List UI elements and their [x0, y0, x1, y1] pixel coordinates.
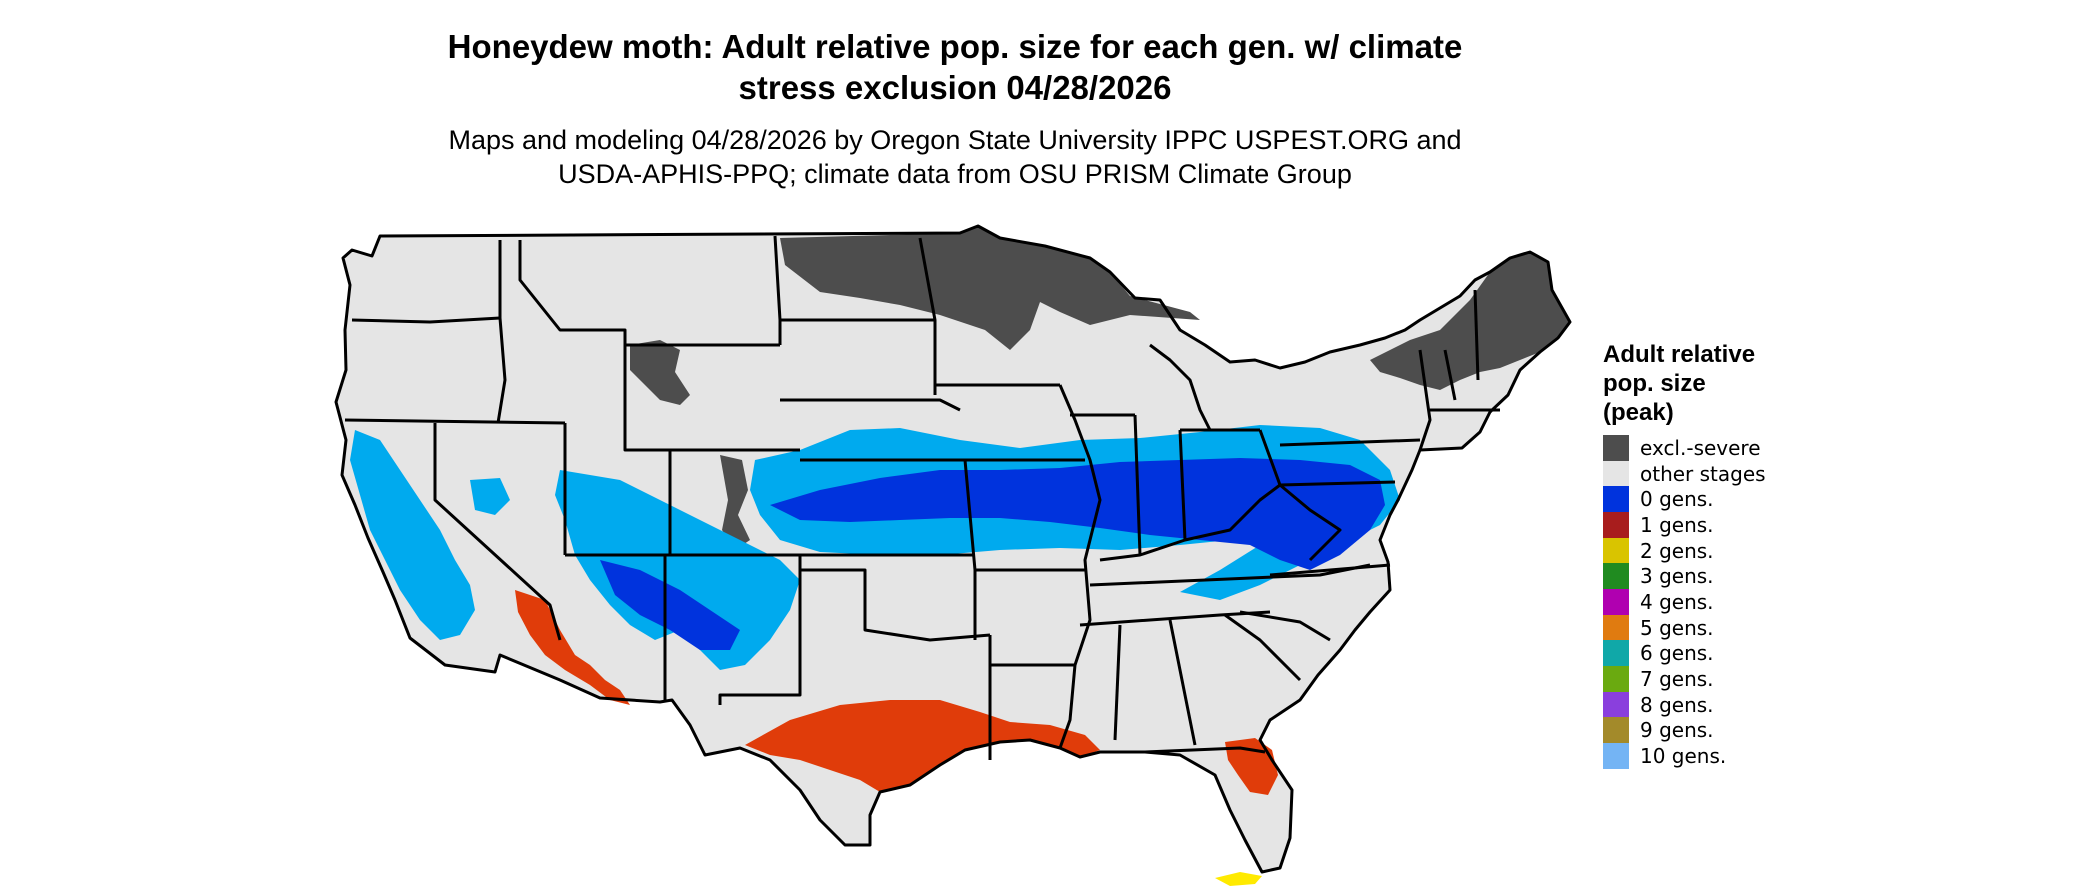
legend-label: 8 gens. — [1640, 692, 1714, 717]
border-dakotas-mn — [918, 237, 937, 395]
legend-label: excl.-severe — [1640, 435, 1761, 460]
legend-title: Adult relative pop. size (peak) — [1603, 340, 1803, 427]
border-michigan-lower — [1149, 343, 1212, 431]
legend-swatch — [1603, 588, 1629, 615]
border-ks-mo — [963, 459, 977, 640]
border-vt-nh — [1443, 349, 1457, 401]
legend-item: 5 gens. — [1603, 614, 1803, 641]
legend-item: 6 gens. — [1603, 640, 1803, 667]
zero-gens-light-southwest — [555, 470, 800, 670]
border-il-in — [1133, 414, 1142, 556]
legend-item: 0 gens. — [1603, 486, 1803, 513]
zero-gens-arizona-new-mexico — [600, 560, 740, 650]
excl-severe-minnesota-north-dakota — [780, 226, 1200, 350]
map-subtitle-line-1: Maps and modeling 04/28/2026 by Oregon S… — [448, 125, 1462, 155]
excl-severe-colorado-utah — [720, 455, 750, 550]
legend-label: 9 gens. — [1640, 718, 1714, 743]
zero-gens-regions — [600, 458, 1385, 650]
legend-swatch — [1603, 743, 1629, 770]
two-gens-florida-keys — [1215, 872, 1262, 886]
legend-item: 9 gens. — [1603, 717, 1803, 744]
excl-severe-regions — [630, 226, 1570, 550]
border-al-ga — [1168, 619, 1197, 746]
legend-swatch — [1603, 691, 1629, 718]
border-nh-me — [1473, 289, 1480, 381]
legend-item: 2 gens. — [1603, 537, 1803, 564]
zero-gens-light-california — [350, 430, 475, 640]
legend-label: 4 gens. — [1640, 589, 1714, 614]
map-legend: Adult relative pop. size (peak) excl.-se… — [1603, 340, 1803, 770]
border-pa-ny — [1279, 438, 1421, 447]
legend-swatch — [1603, 666, 1629, 693]
legend-item: 8 gens. — [1603, 691, 1803, 718]
legend-title-line-1: Adult relative — [1603, 341, 1756, 368]
map-subtitle-line-2: USDA-APHIS-PPQ; climate data from OSU PR… — [558, 159, 1352, 189]
border-wv-va — [1279, 483, 1342, 562]
border-va-nc — [1269, 563, 1391, 577]
legend-swatch — [1603, 511, 1629, 538]
border-ca-nv — [433, 423, 562, 641]
legend-item: excl.-severe — [1603, 434, 1803, 461]
one-gen-southern-california — [515, 590, 630, 705]
legend-swatch — [1603, 563, 1629, 590]
legend-swatch — [1603, 614, 1629, 641]
border-nm-tx — [718, 555, 802, 705]
border-oh-pa — [1258, 429, 1282, 486]
legend-label: 6 gens. — [1640, 641, 1714, 666]
border-id-west — [496, 240, 507, 424]
border-in-oh — [1178, 429, 1187, 541]
legend-swatch — [1603, 434, 1629, 461]
border-wa-or — [351, 316, 501, 324]
map-title-line-1: Honeydew moth: Adult relative pop. size … — [447, 28, 1463, 65]
legend-swatch — [1603, 460, 1629, 487]
legend-label: 0 gens. — [1640, 487, 1714, 512]
zero-gens-kansas-virginia-belt — [770, 458, 1385, 570]
border-mississippi — [1058, 384, 1102, 749]
legend-title-line-3: (peak) — [1603, 399, 1674, 426]
excl-severe-northeast — [1370, 252, 1570, 390]
map-title: Honeydew moth: Adult relative pop. size … — [0, 26, 1910, 108]
legend-label: 2 gens. — [1640, 538, 1714, 563]
legend-label: 3 gens. — [1640, 564, 1714, 589]
state-borders — [334, 224, 1572, 874]
legend-item: other stages — [1603, 460, 1803, 487]
legend-label: 10 gens. — [1640, 744, 1727, 769]
map-title-line-2: stress exclusion 04/28/2026 — [738, 69, 1172, 106]
excl-severe-wyoming — [630, 340, 690, 405]
legend-item: 3 gens. — [1603, 563, 1803, 590]
border-ms-al — [1113, 624, 1122, 741]
legend-item: 10 gens. — [1603, 743, 1803, 770]
border-ny-new-england — [1418, 349, 1432, 451]
border-ga-sc — [1224, 613, 1302, 682]
legend-label: 5 gens. — [1640, 615, 1714, 640]
legend-title-line-2: pop. size — [1603, 370, 1706, 397]
legend-swatch — [1603, 537, 1629, 564]
legend-item: 1 gens. — [1603, 511, 1803, 538]
border-or-ca-nv — [344, 418, 566, 425]
map-subtitle: Maps and modeling 04/28/2026 by Oregon S… — [0, 123, 1910, 191]
legend-label: other stages — [1640, 461, 1766, 486]
legend-swatch — [1603, 486, 1629, 513]
zero-gens-light-nevada — [470, 478, 510, 515]
legend-item: 7 gens. — [1603, 666, 1803, 693]
us-outline — [334, 224, 1572, 874]
legend-swatch — [1603, 717, 1629, 744]
border-pa-md — [1279, 480, 1396, 487]
one-gen-regions — [515, 590, 1278, 795]
one-gen-gulf-coast — [745, 700, 1100, 792]
border-oh-river — [1099, 483, 1281, 562]
legend-label: 1 gens. — [1640, 512, 1714, 537]
border-nc-sc — [1239, 610, 1331, 642]
border-sd-ne — [780, 398, 961, 412]
legend-items: excl.-severe other stages 0 gens. 1 gens. 2 … — [1603, 434, 1803, 770]
legend-swatch — [1603, 640, 1629, 667]
legend-label: 7 gens. — [1640, 667, 1714, 692]
border-ga-fl — [1144, 746, 1266, 754]
border-ok-tx — [800, 568, 991, 642]
legend-item: 4 gens. — [1603, 588, 1803, 615]
